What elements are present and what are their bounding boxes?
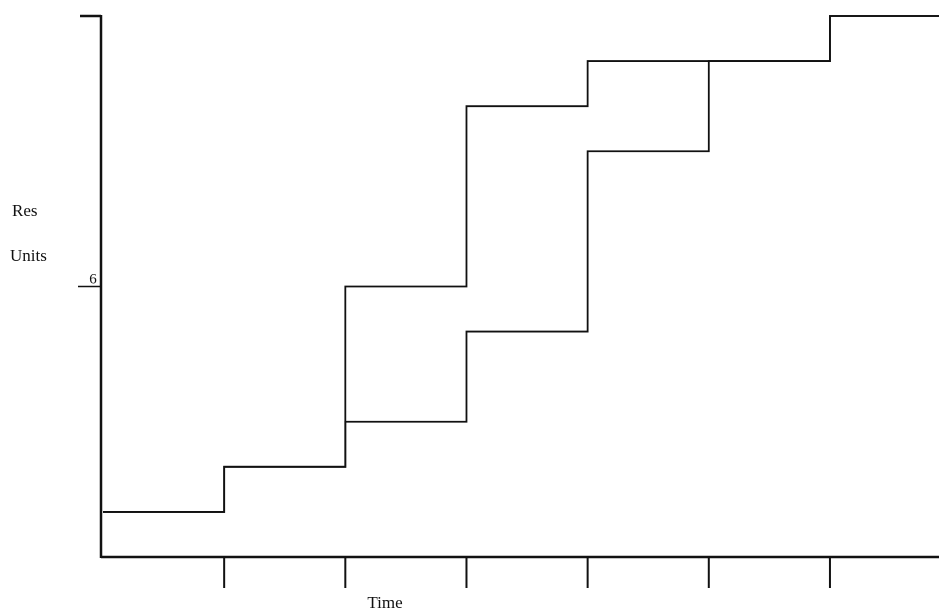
step-line (103, 16, 939, 512)
y-tick-label: 6 (89, 272, 97, 288)
x-axis-label: Time (367, 593, 402, 612)
y-axis-label: Res (12, 201, 38, 220)
chart: Res Units Time 6 (0, 0, 939, 613)
step-line (103, 16, 939, 512)
y-axis-label: Units (10, 246, 47, 265)
